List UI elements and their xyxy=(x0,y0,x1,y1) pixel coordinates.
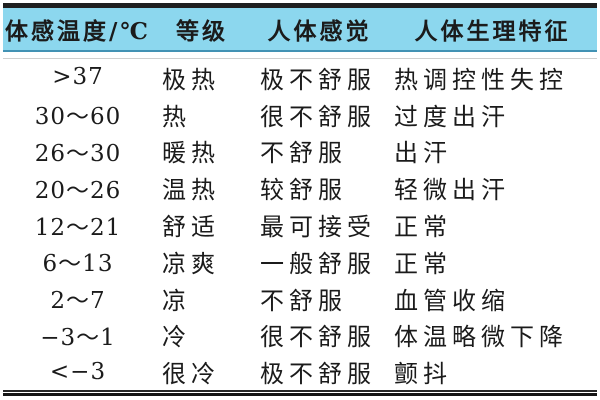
column-header-temperature: 体感温度/℃ xyxy=(5,18,151,45)
column-header-level: 等级 xyxy=(176,18,228,45)
cell-feeling: 很不舒服 xyxy=(260,323,376,352)
column-header-feeling: 人体感觉 xyxy=(267,18,372,45)
table-row: 6～13 凉爽 一般舒服 正常 xyxy=(3,243,597,280)
table-row: 12～21 舒适 最可接受 正常 xyxy=(3,206,597,243)
table-bottom-border xyxy=(3,390,597,396)
table-row: 2～7 凉 不舒服 血管收缩 xyxy=(3,280,597,317)
cell-level: 温热 xyxy=(162,176,220,205)
cell-temperature-range: 30～60 xyxy=(34,104,122,131)
cell-temperature-range: −3～1 xyxy=(40,324,116,351)
cell-temperature-range: <−3 xyxy=(49,358,107,385)
cell-physiology: 体温略微下降 xyxy=(394,323,568,352)
table-row: 20～26 温热 较舒服 轻微出汗 xyxy=(3,169,597,206)
cell-level: 极热 xyxy=(162,65,220,94)
cell-level: 热 xyxy=(162,102,191,131)
cell-level: 很冷 xyxy=(162,360,220,389)
cell-physiology: 颤抖 xyxy=(394,360,452,389)
cell-level: 凉 xyxy=(162,286,191,315)
cell-temperature-range: 26～30 xyxy=(34,140,122,167)
cell-physiology: 血管收缩 xyxy=(394,286,510,315)
table-row: −3～1 冷 很不舒服 体温略微下降 xyxy=(3,316,597,353)
cell-feeling: 最可接受 xyxy=(260,213,376,242)
cell-feeling: 不舒服 xyxy=(260,286,347,315)
cell-physiology: 正常 xyxy=(394,213,452,242)
cell-feeling: 极不舒服 xyxy=(260,65,376,94)
cell-feeling: 较舒服 xyxy=(260,176,347,205)
column-header-physiology: 人体生理特征 xyxy=(414,18,571,45)
cell-level: 暖热 xyxy=(162,139,220,168)
cell-physiology: 正常 xyxy=(394,249,452,278)
cell-feeling: 一般舒服 xyxy=(260,249,376,278)
cell-temperature-range: 6～13 xyxy=(42,251,114,278)
cell-physiology: 过度出汗 xyxy=(394,102,510,131)
cell-temperature-range: >37 xyxy=(52,64,104,91)
cell-temperature-range: 12～21 xyxy=(34,214,122,241)
cell-feeling: 很不舒服 xyxy=(260,102,376,131)
cell-physiology: 出汗 xyxy=(394,139,452,168)
header-separator-line xyxy=(3,52,597,59)
cell-feeling: 不舒服 xyxy=(260,139,347,168)
table-top-border xyxy=(3,3,597,8)
cell-level: 舒适 xyxy=(162,213,220,242)
table-header-row: 体感温度/℃ 等级 人体感觉 人体生理特征 xyxy=(3,8,597,52)
table-row: 26～30 暖热 不舒服 出汗 xyxy=(3,133,597,170)
table-row: >37 极热 极不舒服 热调控性失控 xyxy=(3,59,597,96)
cell-feeling: 极不舒服 xyxy=(260,360,376,389)
cell-level: 冷 xyxy=(162,323,191,352)
cell-level: 凉爽 xyxy=(162,249,220,278)
cell-temperature-range: 20～26 xyxy=(34,177,122,204)
table-row: <−3 很冷 极不舒服 颤抖 xyxy=(3,353,597,390)
cell-physiology: 热调控性失控 xyxy=(394,65,568,94)
table-body: >37 极热 极不舒服 热调控性失控 30～60 热 很不舒服 过度出汗 26～… xyxy=(3,59,597,390)
cell-temperature-range: 2～7 xyxy=(50,288,106,315)
cell-physiology: 轻微出汗 xyxy=(394,176,510,205)
table-row: 30～60 热 很不舒服 过度出汗 xyxy=(3,96,597,133)
